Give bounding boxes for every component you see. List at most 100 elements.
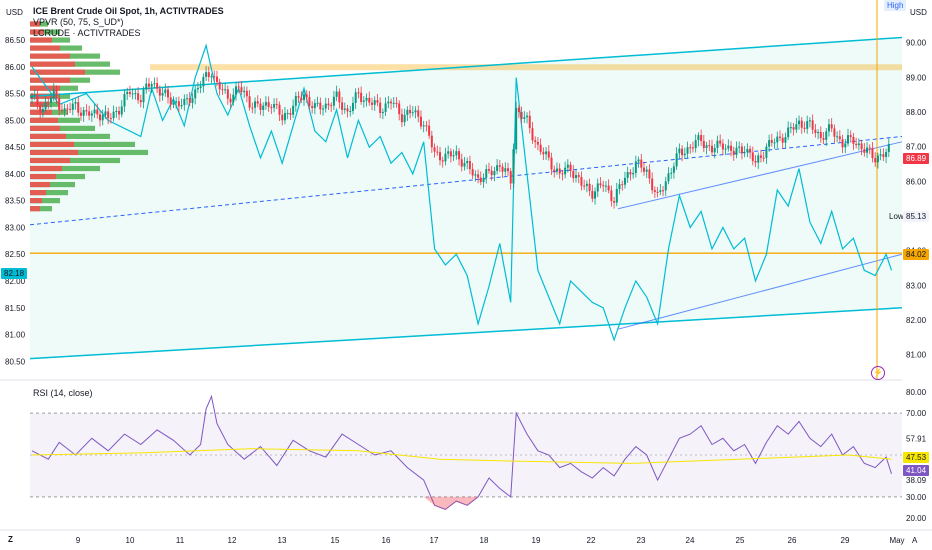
candle-body bbox=[827, 124, 830, 132]
candle-body bbox=[60, 109, 63, 111]
candle-body bbox=[357, 92, 360, 94]
left-currency-label: USD bbox=[6, 8, 23, 17]
candle-body bbox=[623, 177, 626, 185]
candle-body bbox=[844, 143, 847, 148]
candle-body bbox=[713, 147, 716, 153]
left-axis-tick: 86.50 bbox=[5, 36, 26, 45]
candle-body bbox=[330, 105, 333, 107]
candle-body bbox=[387, 101, 390, 104]
candle-body bbox=[830, 124, 833, 129]
left-axis-tick: 84.00 bbox=[5, 170, 26, 179]
candle-body bbox=[711, 145, 713, 153]
candle-body bbox=[169, 97, 172, 105]
candle-body bbox=[156, 83, 159, 89]
candle-body bbox=[311, 106, 314, 109]
candle-body bbox=[439, 152, 441, 161]
candle-body bbox=[523, 117, 526, 119]
candle-body bbox=[754, 160, 757, 163]
candle-body bbox=[757, 155, 760, 163]
x-axis-tick: 9 bbox=[76, 536, 81, 545]
candle-body bbox=[294, 96, 297, 106]
candle-body bbox=[740, 146, 743, 154]
candle-body bbox=[36, 94, 39, 106]
candle-body bbox=[781, 137, 784, 143]
candle-body bbox=[572, 171, 575, 179]
x-axis-tick: 10 bbox=[126, 536, 135, 545]
candle-body bbox=[555, 168, 558, 172]
candle-body bbox=[700, 135, 703, 142]
vp-down-bar bbox=[30, 69, 85, 75]
vp-down-bar bbox=[30, 85, 60, 91]
candle-body bbox=[449, 151, 452, 157]
chart-background bbox=[30, 37, 902, 359]
right-axis-tick: 89.00 bbox=[906, 73, 927, 82]
candle-body bbox=[254, 101, 257, 108]
candle-body bbox=[303, 94, 305, 101]
candle-body bbox=[528, 115, 531, 129]
candle-body bbox=[109, 118, 112, 120]
vp-down-bar bbox=[30, 109, 52, 115]
candle-body bbox=[180, 105, 183, 107]
vp-down-bar bbox=[30, 117, 58, 123]
candle-body bbox=[262, 105, 265, 110]
candle-body bbox=[860, 143, 863, 150]
candle-body bbox=[534, 140, 537, 142]
candle-body bbox=[283, 113, 286, 121]
candle-body bbox=[691, 147, 694, 149]
candle-body bbox=[77, 102, 80, 113]
candle-body bbox=[256, 101, 259, 104]
rsi-value-tag: 41.04 bbox=[903, 465, 930, 476]
candle-body bbox=[229, 98, 232, 103]
candle-body bbox=[226, 89, 229, 99]
candle-body bbox=[811, 120, 814, 130]
candle-body bbox=[341, 102, 344, 110]
lightning-event-icon[interactable]: ⚡ bbox=[871, 366, 885, 380]
timezone-icon[interactable]: Z bbox=[8, 535, 13, 544]
candle-body bbox=[205, 72, 208, 77]
candle-body bbox=[172, 102, 175, 105]
candle-body bbox=[50, 97, 53, 103]
candle-body bbox=[52, 89, 55, 98]
left-current-tag: 82.18 bbox=[1, 268, 28, 279]
candle-body bbox=[371, 102, 373, 105]
candle-body bbox=[305, 94, 308, 98]
candle-body bbox=[243, 90, 246, 93]
candle-body bbox=[468, 161, 471, 170]
candle-body bbox=[422, 125, 425, 127]
candle-body bbox=[746, 148, 749, 153]
candle-body bbox=[308, 97, 311, 107]
candle-body bbox=[400, 114, 403, 123]
auto-scale-icon[interactable]: A bbox=[912, 536, 918, 545]
candle-body bbox=[411, 112, 414, 114]
candle-body bbox=[153, 83, 156, 85]
candle-body bbox=[213, 76, 216, 78]
channel-fill bbox=[30, 37, 902, 359]
candle-body bbox=[806, 121, 809, 129]
left-axis-tick: 81.50 bbox=[5, 304, 26, 313]
candle-body bbox=[414, 110, 417, 113]
candle-body bbox=[292, 105, 295, 115]
low-tag: Low bbox=[889, 212, 904, 221]
candle-body bbox=[836, 136, 839, 138]
candle-body bbox=[232, 94, 235, 103]
candle-body bbox=[583, 185, 586, 187]
x-axis-tick: 23 bbox=[637, 536, 646, 545]
candle-body bbox=[566, 164, 569, 168]
rsi-title[interactable]: RSI (14, close) bbox=[33, 388, 93, 398]
candle-body bbox=[863, 149, 866, 153]
right-axis-tick: 81.00 bbox=[906, 351, 927, 360]
overlay-symbol-label[interactable]: LCRUDE · ACTIVTRADES bbox=[33, 28, 141, 38]
left-axis-tick: 85.00 bbox=[5, 116, 26, 125]
x-axis-tick: 29 bbox=[841, 536, 850, 545]
vp-down-bar bbox=[30, 125, 60, 131]
candle-body bbox=[577, 175, 580, 177]
candle-body bbox=[545, 151, 548, 155]
candle-body bbox=[564, 167, 567, 175]
vpvr-indicator-label[interactable]: VPVR (50, 75, S_UD*) bbox=[33, 17, 124, 27]
candle-body bbox=[825, 131, 828, 140]
candle-body bbox=[248, 96, 251, 108]
candle-body bbox=[874, 158, 877, 163]
resistance-zone bbox=[150, 64, 902, 71]
candle-body bbox=[327, 103, 330, 106]
